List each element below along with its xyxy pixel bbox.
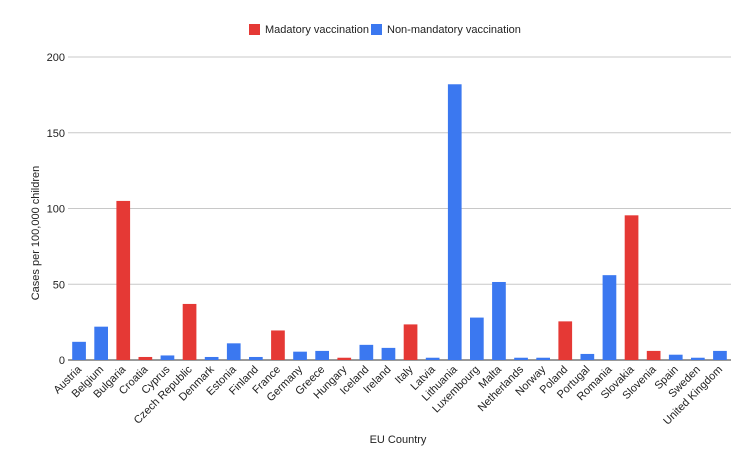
bar-cyprus [160, 355, 175, 360]
bar-latvia [425, 357, 440, 360]
y-tick-label: 100 [47, 204, 65, 216]
bar-united-kingdom [713, 350, 727, 360]
bar-norway [536, 357, 550, 360]
bar-hungary [337, 357, 352, 360]
legend-swatch-non-mandatory [371, 24, 382, 35]
bar-austria [72, 341, 86, 360]
bar-malta [492, 281, 506, 360]
bar-luxembourg [470, 317, 484, 360]
bar-slovakia [624, 215, 639, 360]
x-axis-title: EU Country [370, 434, 427, 446]
bar-ireland [381, 347, 396, 360]
y-axis-title: Cases per 100,000 children [30, 166, 42, 301]
bar-greece [315, 350, 329, 360]
bar-croatia [138, 356, 153, 360]
legend-label-non-mandatory: Non-mandatory vaccination [387, 24, 521, 36]
bars [72, 84, 727, 361]
bar-sweden [691, 357, 705, 360]
y-tick-label: 150 [47, 128, 65, 140]
bar-italy [403, 324, 418, 360]
bar-belgium [94, 326, 108, 360]
bar-spain [668, 354, 683, 360]
bar-iceland [359, 344, 374, 360]
y-tick-label: 50 [53, 279, 65, 291]
gridlines [68, 56, 731, 361]
y-axis-ticks: 0 50 100 150 200 [47, 52, 65, 367]
bar-finland [249, 356, 263, 360]
bar-lithuania [447, 84, 462, 361]
legend-label-mandatory: Madatory vaccination [265, 24, 369, 36]
bar-portugal [580, 353, 595, 360]
bar-poland [558, 321, 573, 360]
legend-swatch-mandatory [249, 24, 260, 35]
bar-netherlands [514, 357, 528, 360]
bar-germany [293, 351, 307, 360]
bar-denmark [204, 356, 219, 360]
bar-slovenia [646, 350, 661, 360]
legend: Madatory vaccination Non-mandatory vacci… [249, 24, 521, 36]
bar-romania [602, 275, 617, 360]
bar-bulgaria [116, 200, 131, 360]
bar-czech-republic [182, 303, 197, 360]
bar-france [271, 330, 285, 360]
y-tick-label: 200 [47, 52, 65, 64]
bar-estonia [226, 343, 241, 360]
x-axis-ticks: AustriaBelgiumBulgariaCroatiaCyprusCzech… [51, 363, 725, 427]
y-tick-label: 0 [59, 355, 65, 367]
